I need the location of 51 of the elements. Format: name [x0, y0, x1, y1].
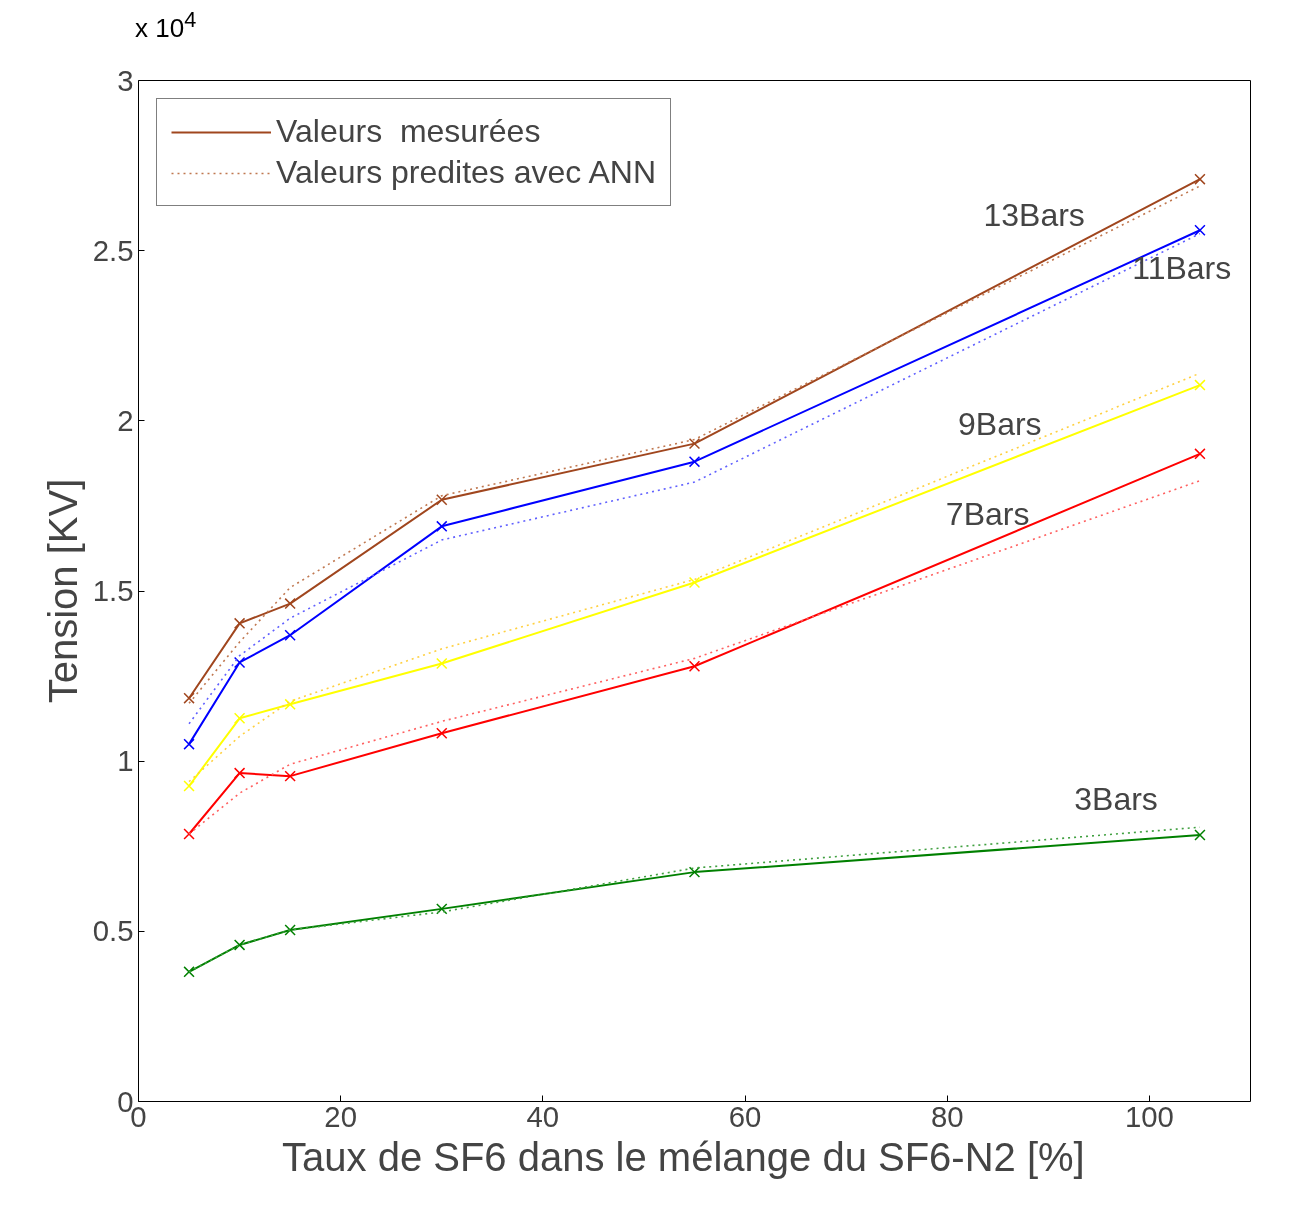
point	[183, 738, 195, 750]
point	[1194, 829, 1206, 841]
point	[436, 494, 448, 506]
point	[183, 966, 195, 978]
point	[436, 727, 448, 739]
point	[688, 437, 701, 450]
annotation: 7Bars	[945, 495, 1030, 532]
point	[284, 924, 296, 936]
point	[284, 698, 296, 711]
point	[284, 629, 296, 641]
x-axis-title: Taux de SF6 dans le mélange du SF6-N2 [%]	[282, 1134, 1085, 1179]
x-tick-label: 100	[1124, 1099, 1174, 1133]
point	[233, 712, 246, 724]
point	[1194, 173, 1206, 185]
point	[688, 660, 701, 672]
y-tick-label: 2	[117, 403, 134, 437]
point	[233, 939, 246, 951]
point	[436, 520, 448, 533]
y-axis-title: Tension [KV]	[40, 478, 85, 704]
y-tick-label: 0.5	[92, 914, 134, 948]
point	[284, 597, 296, 610]
text: x 10$^{4}$	[135, 6, 197, 45]
point	[688, 866, 701, 878]
legend-label: Valeurs mesurées	[276, 113, 541, 150]
x-tick-label: 60	[728, 1099, 762, 1133]
point	[233, 767, 246, 779]
point	[183, 828, 195, 840]
x-tick-label: 40	[526, 1099, 560, 1133]
point	[688, 576, 701, 589]
annotation: 3Bars	[1074, 780, 1158, 817]
point	[233, 656, 246, 669]
y-tick-label: 1.5	[92, 574, 134, 607]
x-tick-label: 80	[930, 1099, 964, 1133]
legend-label: Valeurs predites avec ANN	[276, 154, 657, 191]
point	[183, 780, 195, 792]
point	[183, 692, 195, 704]
y-tick-label: 3	[117, 63, 134, 97]
point	[436, 903, 448, 915]
point	[284, 770, 296, 782]
annotation: 13Bars	[983, 196, 1085, 233]
annotation: 9Bars	[958, 406, 1042, 443]
point	[436, 657, 448, 670]
point	[1194, 448, 1206, 460]
y-tick-label: 2.5	[92, 233, 134, 267]
point	[1194, 379, 1206, 391]
point	[1194, 224, 1206, 236]
y-tick-label: 1	[117, 744, 134, 778]
annotation: 11Bars	[1132, 249, 1232, 286]
point	[233, 617, 246, 630]
point	[688, 455, 701, 468]
x-tick-label: 20	[324, 1099, 357, 1133]
